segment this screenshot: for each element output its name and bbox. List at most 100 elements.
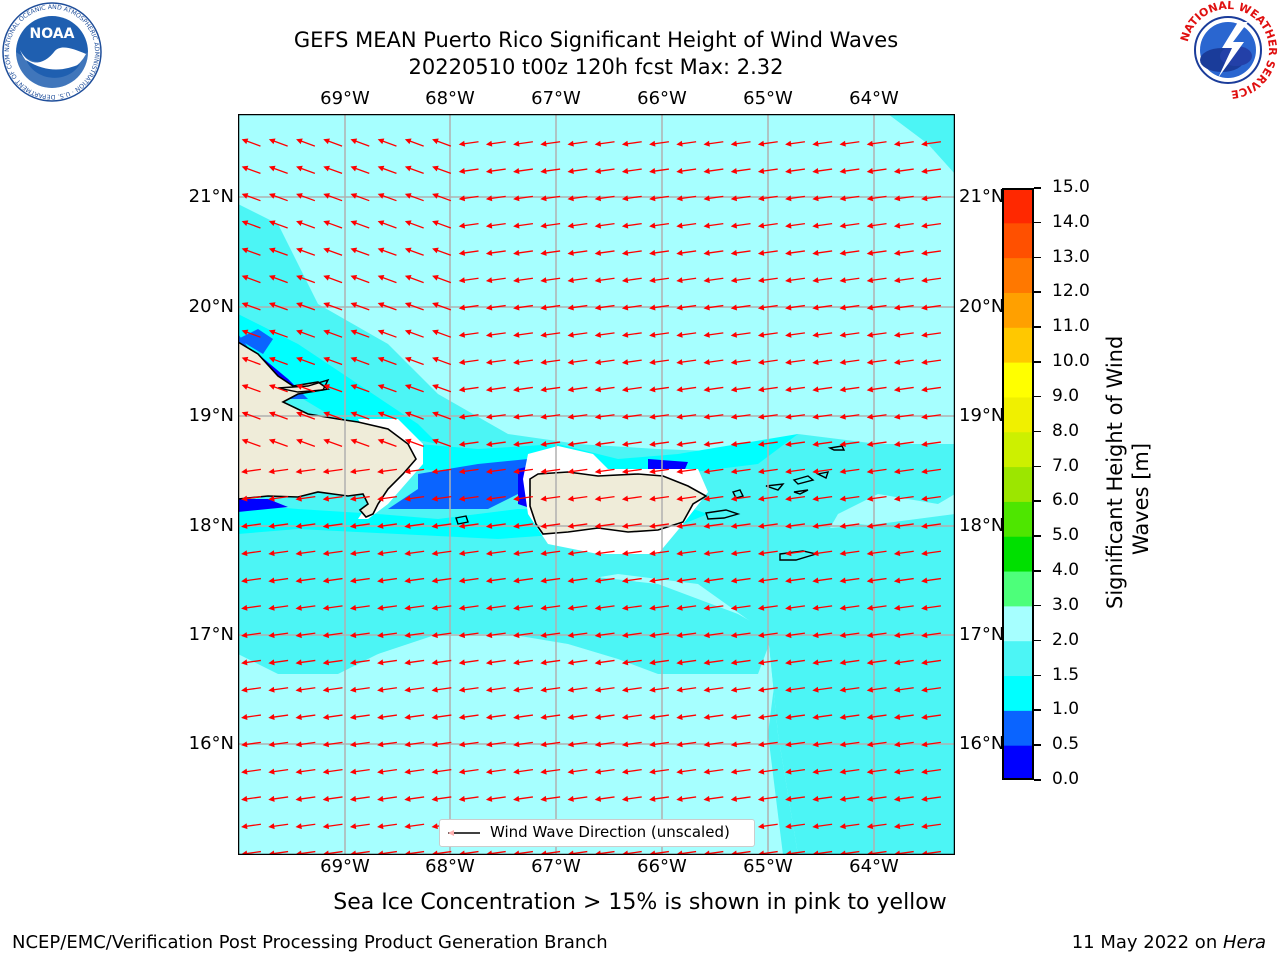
wave-arrow — [485, 222, 506, 229]
wave-arrow — [812, 331, 833, 338]
colorbar-tick-mark — [1034, 256, 1041, 259]
wave-arrow — [757, 304, 778, 311]
wave-arrow — [866, 168, 887, 174]
wave-arrow — [377, 659, 398, 666]
wave-arrow — [322, 686, 343, 693]
wave-arrow — [866, 331, 887, 338]
wave-arrow — [703, 686, 724, 693]
wave-arrow — [676, 686, 697, 693]
wave-arrow — [485, 441, 506, 447]
wave-arrow — [757, 331, 778, 338]
wave-arrow — [703, 522, 724, 529]
wave-arrow — [458, 659, 479, 666]
wave-arrow — [350, 411, 370, 420]
wave-arrow — [812, 222, 833, 229]
wave-arrow — [785, 195, 806, 202]
colorbar-tick-label: 1.5 — [1052, 664, 1080, 685]
wave-arrow — [757, 495, 778, 502]
wave-arrow — [323, 247, 343, 256]
wave-arrow — [703, 768, 724, 775]
wave-arrow — [268, 438, 288, 447]
wave-arrow — [893, 495, 914, 502]
wave-arrow — [540, 550, 561, 557]
wave-arrow — [730, 386, 751, 393]
colorbar-swatch — [1002, 292, 1034, 328]
wave-arrow — [866, 304, 887, 311]
wave-arrow — [621, 714, 642, 720]
legend-label: Wind Wave Direction (unscaled) — [490, 823, 730, 841]
wave-arrow — [866, 413, 887, 420]
wave-arrow — [594, 632, 615, 639]
wave-arrow — [431, 686, 452, 693]
wave-arrow — [757, 222, 778, 229]
colorbar-tick-label: 2.0 — [1052, 629, 1080, 650]
wave-arrow — [893, 659, 914, 666]
wave-arrow — [921, 468, 942, 475]
wave-arrow — [703, 577, 724, 584]
wave-arrow — [485, 304, 506, 311]
wave-arrow — [377, 522, 398, 529]
wave-arrow — [485, 468, 506, 475]
wave-arrow — [812, 168, 833, 174]
wave-arrow — [676, 386, 697, 393]
wave-arrow — [866, 140, 887, 147]
wave-arrow — [268, 329, 288, 338]
wave-arrow — [431, 550, 452, 557]
wave-arrow — [431, 714, 452, 720]
wave-arrow — [594, 550, 615, 557]
wave-arrow — [730, 577, 751, 584]
wave-arrow — [785, 768, 806, 775]
wave-arrow — [404, 138, 424, 147]
wave-arrow — [349, 795, 370, 802]
wave-arrow — [377, 768, 398, 775]
wave-arrow — [594, 304, 615, 311]
wave-arrow — [404, 823, 425, 830]
colorbar-tick-label: 7.0 — [1052, 455, 1080, 476]
wave-arrow — [350, 302, 370, 311]
wave-arrow — [323, 220, 343, 229]
wave-arrow — [785, 550, 806, 557]
wave-arrow — [404, 329, 424, 338]
wave-arrow — [485, 168, 506, 174]
wave-arrow — [866, 441, 887, 447]
wave-arrow — [594, 577, 615, 584]
wave-arrow — [241, 220, 261, 229]
wave-arrow — [513, 714, 534, 720]
wave-arrow — [785, 714, 806, 720]
colorbar-tick-mark — [1034, 639, 1041, 642]
wave-arrow — [268, 165, 288, 174]
wave-arrow — [757, 468, 778, 475]
wave-arrow — [377, 714, 398, 720]
wave-arrow — [350, 438, 370, 447]
colorbar-swatch — [1002, 675, 1034, 711]
colorbar — [1002, 188, 1034, 781]
wave-arrow — [540, 140, 561, 147]
colorbar-tick-mark — [1034, 221, 1041, 224]
wave-arrow — [350, 247, 370, 256]
wave-arrow — [703, 604, 724, 611]
wave-arrow — [241, 768, 262, 775]
wave-arrow — [404, 795, 425, 802]
wave-arrow — [540, 495, 561, 502]
wave-arrow — [567, 686, 588, 693]
wave-arrow — [839, 686, 860, 693]
colorbar-swatches — [1002, 188, 1034, 781]
wave-arrow — [458, 249, 479, 256]
wave-arrow — [621, 304, 642, 311]
wave-arrow — [839, 468, 860, 475]
colorbar-tick-mark — [1034, 674, 1041, 677]
wave-arrow — [295, 468, 316, 475]
wave-arrow — [268, 714, 289, 720]
wave-arrow — [594, 359, 615, 366]
colorbar-tick-label: 15.0 — [1052, 177, 1090, 197]
lat-label-right: 17°N — [959, 624, 1005, 645]
wave-arrow — [649, 331, 670, 338]
wave-arrow — [377, 468, 398, 475]
wave-arrow — [812, 304, 833, 311]
wave-arrow — [513, 222, 534, 229]
wave-arrow — [540, 741, 561, 748]
colorbar-tick-label: 12.0 — [1052, 281, 1090, 302]
wave-arrow — [241, 193, 261, 202]
wave-arrow — [268, 193, 288, 202]
wave-arrow — [431, 632, 452, 639]
